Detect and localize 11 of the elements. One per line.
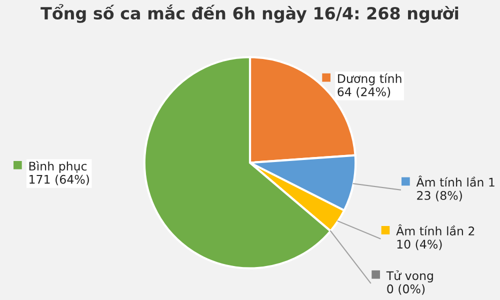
data-label: 64 (24%) bbox=[338, 87, 390, 98]
legend-label: Âm tính lần 1 bbox=[416, 176, 494, 187]
text: 0 (0%) bbox=[387, 284, 425, 295]
legend-label: Tử vong bbox=[386, 270, 433, 282]
data-label: 23 (8%) bbox=[417, 190, 462, 202]
data-label: 171 (64%) bbox=[30, 174, 89, 186]
data-label: 10 (4%) bbox=[397, 240, 442, 250]
chart-title: Tổng số ca mắc đến 6h ngày 16/4: 268 người bbox=[40, 4, 458, 23]
legend-label: Bình phục bbox=[29, 160, 87, 173]
legend-label: Âm tính lần 2 bbox=[396, 224, 474, 236]
legend-label: Dương tính bbox=[338, 73, 402, 86]
